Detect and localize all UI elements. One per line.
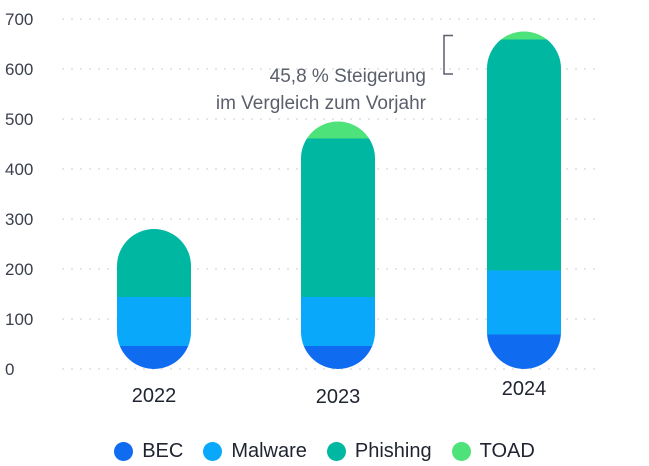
- bar-segment-malware-2024: [487, 270, 561, 335]
- legend-item-bec: BEC: [114, 440, 183, 463]
- x-tick-label: 2023: [316, 386, 361, 408]
- y-tick-label: 200: [5, 260, 33, 279]
- bar-segment-phishing-2023: [301, 138, 375, 297]
- bar-segment-toad-2024: [487, 31, 561, 40]
- y-tick-label: 600: [5, 60, 33, 79]
- legend-swatch: [326, 441, 346, 461]
- y-tick-label: 400: [5, 160, 33, 179]
- legend-label: Phishing: [354, 439, 432, 462]
- legend-swatch: [203, 441, 223, 461]
- annotation-line-1: 45,8 % Steigerung: [270, 66, 426, 87]
- x-axis: 2022 2023 2024: [132, 378, 547, 408]
- legend: BEC Malware Phishing TOAD: [0, 436, 649, 466]
- bar-segment-malware-2023: [301, 297, 375, 346]
- bar-segment-bec-2024: [487, 334, 561, 369]
- legend-item-malware: Malware: [203, 440, 307, 463]
- growth-annotation: 45,8 % Steigerung im Vergleich zum Vorja…: [216, 34, 453, 114]
- legend-label: BEC: [142, 439, 184, 462]
- y-tick-label: 0: [5, 360, 14, 379]
- annotation-bracket: [443, 34, 453, 75]
- bars: [117, 31, 561, 369]
- y-tick-label: 700: [5, 10, 33, 29]
- x-tick-label: 2024: [502, 378, 547, 400]
- bar-2024: [487, 31, 561, 369]
- y-tick-label: 100: [5, 310, 33, 329]
- legend-item-phishing: Phishing: [326, 439, 432, 463]
- bar-segment-malware-2022: [117, 297, 191, 346]
- legend-item-toad: TOAD: [451, 439, 535, 463]
- legend-swatch: [114, 441, 134, 461]
- legend-swatch: [451, 441, 471, 461]
- bar-segment-phishing-2022: [117, 229, 191, 297]
- annotation-line-2: im Vergleich zum Vorjahr: [216, 93, 427, 114]
- y-tick-label: 500: [5, 110, 33, 129]
- bar-2022: [117, 229, 191, 369]
- bar-segment-bec-2022: [117, 346, 191, 369]
- bar-segment-bec-2023: [301, 346, 375, 369]
- x-tick-label: 2022: [132, 385, 177, 407]
- bar-segment-toad-2023: [301, 121, 375, 139]
- y-tick-label: 300: [5, 210, 33, 229]
- bar-2023: [301, 121, 375, 369]
- legend-label: TOAD: [479, 439, 535, 462]
- legend-label: Malware: [231, 439, 307, 462]
- y-axis: 0 100 200 300 400 500 600 700: [5, 10, 33, 379]
- bar-segment-phishing-2024: [487, 39, 561, 271]
